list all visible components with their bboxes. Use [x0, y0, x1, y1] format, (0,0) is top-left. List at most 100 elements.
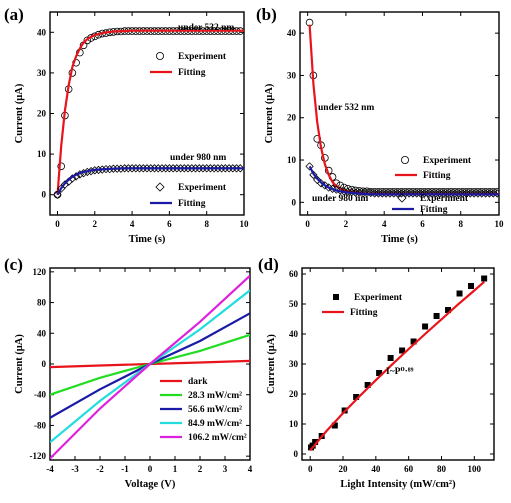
data-point: [202, 164, 211, 173]
y-tick-label: -120: [30, 451, 47, 461]
data-point: [489, 189, 498, 198]
data-point: [309, 442, 316, 449]
legend-label: Fitting: [423, 171, 451, 181]
x-tick-label: 20: [339, 464, 349, 474]
data-point: [443, 189, 452, 198]
series-line: [308, 165, 499, 196]
y-axis-label: Current (μA): [266, 334, 277, 394]
data-point: [351, 188, 360, 197]
annotation: under 980 nm: [312, 194, 368, 204]
series-line: [56, 29, 244, 195]
panel-a: (a) 0 2 4 6 8 10 0 10 20 30 40 Time (s) Current (μA) u…: [4, 5, 249, 245]
data-point: [161, 164, 170, 173]
y-tick-label: 40: [289, 329, 299, 339]
y-tick-label: -80: [34, 420, 46, 430]
y-tick-label: 60: [289, 269, 299, 279]
data-point: [176, 164, 185, 173]
data-point: [485, 189, 494, 198]
x-tick-label: 2: [93, 219, 98, 229]
series-line: [50, 274, 250, 460]
x-axis-label: Voltage (V): [125, 479, 176, 490]
data-point: [60, 180, 70, 189]
x-tick-label: 0: [308, 464, 313, 474]
data-point: [445, 307, 452, 313]
data-point: [399, 347, 406, 354]
legend-label: 84.9 mW/cm²: [188, 419, 242, 429]
data-point: [408, 189, 418, 198]
legend-label: Experiment: [178, 183, 227, 193]
data-point: [433, 313, 440, 319]
data-point: [150, 164, 159, 173]
x-axis-label: Time (s): [129, 234, 166, 245]
data-point: [364, 382, 371, 388]
data-point: [124, 164, 133, 173]
x-tick-label: 4: [382, 219, 387, 229]
y-tick-label: 0: [42, 359, 47, 369]
data-point: [316, 179, 326, 188]
y-axis-label: Current (μA): [14, 334, 25, 394]
x-tick-label: 3: [223, 464, 228, 474]
data-point: [456, 290, 463, 297]
data-point: [458, 189, 467, 198]
plot-area: [308, 275, 488, 452]
y-tick-label: 10: [289, 419, 299, 429]
x-tick-label: 6: [420, 219, 425, 229]
y-tick-label: 10: [37, 149, 47, 159]
data-point: [370, 189, 379, 198]
x-tick-label: 2: [344, 219, 349, 229]
data-point: [416, 189, 425, 198]
series-0: [308, 275, 488, 451]
x-tick-label: 6: [167, 219, 172, 229]
data-point: [172, 164, 182, 173]
data-point: [420, 189, 429, 198]
data-point: [362, 188, 372, 198]
data-point: [68, 174, 77, 183]
plot-frame: [299, 11, 500, 216]
panel-label: (d): [258, 255, 279, 274]
y-tick-label: 20: [289, 389, 299, 399]
y-tick-label: 80: [37, 298, 47, 308]
data-point: [191, 164, 200, 173]
data-point: [183, 164, 193, 173]
data-point: [213, 164, 223, 173]
data-point: [466, 189, 475, 198]
annotation: I~P⁰·⁸⁹: [386, 367, 414, 377]
y-tick-label: 30: [37, 68, 47, 78]
data-point: [468, 283, 475, 289]
x-tick-label: 100: [468, 464, 482, 474]
panel-c: (c) -4 -3 -2 -1 0 1 2 3 4 -120 -80 -40 0 40 80 120 Voltag…: [4, 255, 253, 490]
data-point: [131, 164, 140, 173]
x-tick-label: 60: [404, 464, 414, 474]
series-3: [56, 167, 244, 196]
data-point: [127, 164, 137, 173]
y-tick-label: 0: [294, 449, 299, 459]
x-tick-label: 80: [437, 464, 447, 474]
x-tick-label: 40: [371, 464, 381, 474]
panel-label: (b): [256, 5, 277, 24]
x-tick-label: 0: [55, 219, 60, 229]
data-point: [387, 355, 394, 361]
data-point: [439, 189, 448, 198]
x-tick-label: 4: [248, 464, 253, 474]
series-3: [308, 165, 499, 196]
data-point: [309, 170, 318, 179]
data-point: [404, 189, 414, 198]
data-point: [477, 189, 486, 198]
y-tick-label: 20: [37, 109, 47, 119]
data-point: [312, 439, 319, 445]
y-tick-label: 40: [37, 328, 47, 338]
y-axis-label: Current (μA): [14, 83, 25, 143]
data-point: [397, 189, 406, 198]
data-point: [139, 164, 148, 173]
x-tick-label: -3: [71, 464, 79, 474]
data-point: [187, 164, 196, 173]
data-point: [492, 189, 499, 198]
data-point: [180, 164, 189, 173]
legend-label: Fitting: [178, 68, 206, 78]
data-point: [374, 189, 383, 198]
y-tick-label: 40: [37, 27, 47, 37]
x-tick-label: 10: [495, 219, 505, 229]
data-point: [168, 164, 178, 173]
legend-label: 28.3 mW/cm²: [188, 391, 242, 401]
